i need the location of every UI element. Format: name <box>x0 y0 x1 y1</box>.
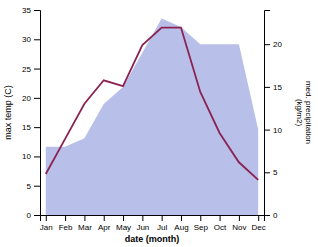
tick-label: 15 <box>22 123 31 132</box>
tick: Feb <box>59 215 73 232</box>
tick-mark <box>65 215 66 221</box>
tick: Jan <box>40 215 53 232</box>
tick: 15 <box>264 83 282 92</box>
tick-label: 10 <box>22 152 31 161</box>
tick-mark <box>34 39 40 40</box>
tick-label: 20 <box>22 94 31 103</box>
tick: 5 <box>27 182 40 191</box>
tick-mark <box>142 215 143 221</box>
tick-label: Nov <box>232 223 246 232</box>
tick-mark <box>34 156 40 157</box>
y2-label-line: (kg/m2) <box>295 99 304 126</box>
tick-label: Aug <box>174 223 188 232</box>
tick-mark <box>264 130 270 131</box>
tick: Jul <box>157 215 167 232</box>
x-axis: Jan Feb Mar Apr May Jun Jul Aug Sep Oct Nov Dec <box>40 215 266 232</box>
tick: 15 <box>22 123 40 132</box>
marks <box>46 19 258 215</box>
tick-mark <box>34 215 40 216</box>
tick: Jun <box>136 215 149 232</box>
tick-mark <box>264 44 270 45</box>
tick-label: 15 <box>273 83 282 92</box>
tick: Mar <box>78 215 92 232</box>
tick: Sep <box>194 215 209 232</box>
tick-label: May <box>116 223 131 232</box>
tick-label: 0 <box>27 211 32 220</box>
tick: Oct <box>214 215 227 232</box>
plot: Jan Feb Mar Apr May Jun Jul Aug Sep Oct Nov Dec 0 5 10… <box>22 6 282 232</box>
tick: 20 <box>22 94 40 103</box>
tick-label: 0 <box>273 211 278 220</box>
tick: Nov <box>232 215 246 232</box>
tick-label: Feb <box>59 223 73 232</box>
tick: 0 <box>264 211 278 220</box>
tick-mark <box>46 215 47 221</box>
tick: 10 <box>264 126 282 135</box>
axis-line <box>265 11 271 216</box>
tick-mark <box>104 215 105 221</box>
tick-label: 25 <box>22 65 31 74</box>
tick-mark <box>264 87 270 88</box>
tick-label: Oct <box>214 223 227 232</box>
line <box>46 28 258 180</box>
tick: 25 <box>22 65 40 74</box>
tick-label: 35 <box>22 6 31 15</box>
tick-label: 5 <box>27 182 32 191</box>
tick-mark <box>264 215 270 216</box>
tick-label: Mar <box>78 223 92 232</box>
tick-label: 5 <box>273 168 278 177</box>
y-label: max temp (C) <box>3 85 13 140</box>
tick-mark <box>220 215 221 221</box>
tick: 10 <box>22 152 40 161</box>
tick-label: Apr <box>98 223 111 232</box>
y2-label: med. precipitation(kg/m2) <box>295 81 313 144</box>
tick-label: 10 <box>273 126 282 135</box>
chart: Jan Feb Mar Apr May Jun Jul Aug Sep Oct Nov Dec 0 5 10… <box>0 0 318 247</box>
tick-mark <box>34 98 40 99</box>
axis-line <box>34 11 41 216</box>
y2-label-line: med. precipitation <box>304 81 313 144</box>
tick-label: Jun <box>136 223 149 232</box>
y2-axis: 0 5 10 15 20 <box>264 11 282 221</box>
tick-mark <box>239 215 240 221</box>
tick: 5 <box>264 168 278 177</box>
tick-mark <box>181 215 182 221</box>
axis-line <box>41 216 265 222</box>
tick-label: Dec <box>252 223 266 232</box>
tick-label: Jul <box>157 223 167 232</box>
y-axis: 0 5 10 15 20 25 30 35 <box>22 6 40 220</box>
tick: Apr <box>98 215 111 232</box>
x-label: date (month) <box>125 234 180 244</box>
tick-label: Jan <box>40 223 53 232</box>
tick: Aug <box>174 215 188 232</box>
tick: 35 <box>22 6 40 15</box>
tick-mark <box>34 69 40 70</box>
area <box>46 19 258 215</box>
tick: 0 <box>27 211 40 220</box>
tick-label: Sep <box>194 223 209 232</box>
tick: 30 <box>22 35 40 44</box>
tick-mark <box>264 172 270 173</box>
tick-label: 20 <box>273 40 282 49</box>
tick: 20 <box>264 40 282 49</box>
tick: Dec <box>252 215 266 232</box>
tick: May <box>116 215 131 232</box>
tick-mark <box>258 215 259 221</box>
tick-mark <box>34 186 40 187</box>
tick-mark <box>200 215 201 221</box>
tick-mark <box>84 215 85 221</box>
tick-label: 30 <box>22 35 31 44</box>
tick-mark <box>162 215 163 221</box>
tick-mark <box>34 127 40 128</box>
tick-mark <box>34 10 40 11</box>
tick-mark <box>123 215 124 221</box>
